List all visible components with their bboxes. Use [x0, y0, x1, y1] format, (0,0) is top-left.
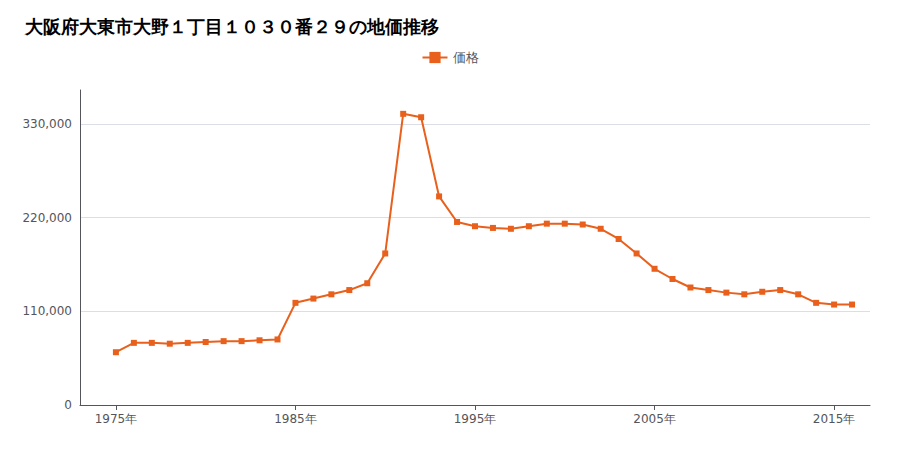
- svg-text:1985年: 1985年: [274, 412, 317, 426]
- svg-text:価格: 価格: [453, 50, 479, 65]
- svg-text:110,000: 110,000: [22, 304, 72, 318]
- svg-text:220,000: 220,000: [22, 211, 72, 225]
- svg-text:1975年: 1975年: [95, 412, 138, 426]
- svg-text:2015年: 2015年: [813, 412, 856, 426]
- svg-text:2005年: 2005年: [633, 412, 676, 426]
- svg-text:大阪府大東市大野１丁目１０３０番２９の地価推移: 大阪府大東市大野１丁目１０３０番２９の地価推移: [24, 16, 439, 37]
- svg-text:330,000: 330,000: [22, 117, 72, 131]
- svg-text:0: 0: [64, 398, 72, 412]
- svg-text:1995年: 1995年: [454, 412, 497, 426]
